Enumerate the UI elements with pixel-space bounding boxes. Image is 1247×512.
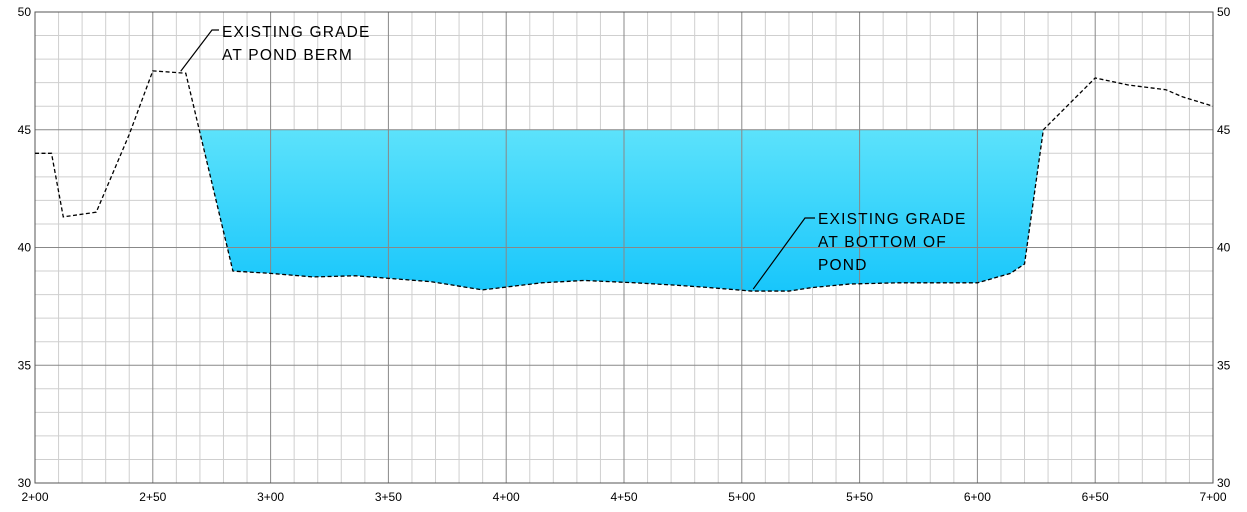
x-tick-label: 4+00 xyxy=(493,490,520,504)
annotation-bottom-line-1: EXISTING GRADE xyxy=(818,211,967,228)
y-tick-label-left: 50 xyxy=(18,5,32,19)
y-tick-label-right: 50 xyxy=(1217,5,1231,19)
plot-frame xyxy=(34,11,1214,484)
x-axis-tick-labels: 2+00 2+50 3+00 3+50 4+00 4+50 5+00 5+50 6+00 6+50… xyxy=(21,490,1226,504)
y-tick-label-right: 35 xyxy=(1217,358,1231,372)
x-tick-label: 2+50 xyxy=(139,490,166,504)
annotation-berm-line-2: AT POND BERM xyxy=(222,47,353,64)
x-tick-label: 3+00 xyxy=(257,490,284,504)
leader-line-berm xyxy=(180,29,219,72)
x-tick-label: 4+50 xyxy=(610,490,637,504)
x-tick-label: 2+00 xyxy=(21,490,48,504)
pond-water-area xyxy=(199,129,1044,292)
y-tick-label-right: 40 xyxy=(1217,241,1231,255)
annotation-berm-line-1: EXISTING GRADE xyxy=(222,24,371,41)
x-tick-label: 5+50 xyxy=(846,490,873,504)
x-tick-label: 7+00 xyxy=(1199,490,1226,504)
annotation-bottom: EXISTING GRADE AT BOTTOM OF POND xyxy=(752,211,967,290)
y-tick-label-left: 45 xyxy=(18,123,32,137)
y-tick-label-right: 45 xyxy=(1217,123,1231,137)
existing-grade-line xyxy=(35,70,1214,292)
y-tick-label-right: 30 xyxy=(1217,476,1231,490)
y-tick-label-left: 35 xyxy=(18,358,32,372)
y-tick-label-left: 30 xyxy=(18,476,32,490)
y-tick-label-left: 40 xyxy=(18,241,32,255)
x-tick-label: 6+50 xyxy=(1082,490,1109,504)
annotation-bottom-line-3: POND xyxy=(818,257,868,274)
y-axis-left-tick-labels: 30 35 40 45 50 xyxy=(18,5,32,490)
x-tick-label: 3+50 xyxy=(375,490,402,504)
x-tick-label: 6+00 xyxy=(964,490,991,504)
leader-line-bottom xyxy=(752,217,815,290)
annotation-bottom-line-2: AT BOTTOM OF xyxy=(818,234,947,251)
x-tick-label: 5+00 xyxy=(728,490,755,504)
y-axis-right-tick-labels: 30 35 40 45 50 xyxy=(1217,5,1231,490)
annotation-berm: EXISTING GRADE AT POND BERM xyxy=(180,24,371,72)
